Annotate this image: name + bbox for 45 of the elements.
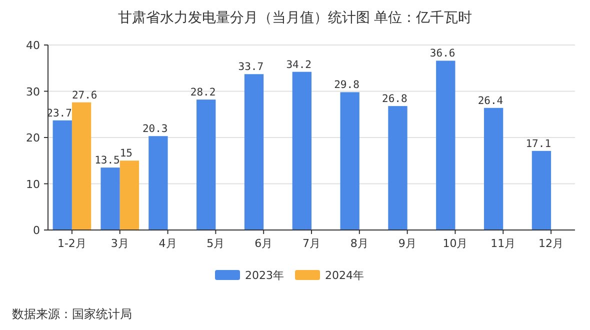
x-tick-label: 9月 bbox=[398, 237, 416, 250]
bar bbox=[436, 60, 456, 230]
bar bbox=[340, 92, 360, 230]
x-tick-label: 6月 bbox=[254, 237, 273, 250]
bar bbox=[388, 106, 408, 230]
bar bbox=[196, 100, 216, 230]
data-label: 36.6 bbox=[430, 48, 456, 60]
y-tick-label: 30 bbox=[26, 85, 40, 98]
bar bbox=[484, 108, 504, 230]
x-tick-label: 7月 bbox=[302, 237, 320, 250]
y-tick-label: 10 bbox=[26, 178, 40, 191]
bar bbox=[52, 120, 72, 230]
source-note: 数据来源：国家统计局 bbox=[12, 307, 132, 321]
bar bbox=[532, 150, 552, 230]
x-tick-label: 3月 bbox=[110, 237, 129, 250]
x-tick-label: 1-2月 bbox=[57, 237, 86, 250]
data-label: 27.6 bbox=[72, 89, 98, 102]
legend-label: 2023年 bbox=[245, 269, 284, 282]
y-tick-label: 20 bbox=[26, 132, 40, 144]
data-label: 33.7 bbox=[238, 61, 264, 74]
bar bbox=[100, 168, 120, 230]
x-tick-label: 5月 bbox=[206, 237, 225, 250]
legend-label: 2024年 bbox=[325, 269, 364, 282]
x-tick-label: 8月 bbox=[350, 237, 368, 250]
data-label: 26.4 bbox=[478, 94, 504, 107]
y-tick-label: 0 bbox=[33, 224, 40, 237]
data-label: 29.8 bbox=[334, 79, 360, 92]
data-label: 26.8 bbox=[382, 93, 408, 106]
bar bbox=[244, 74, 264, 230]
bar bbox=[120, 160, 140, 230]
x-tick-label: 11月 bbox=[490, 237, 516, 250]
chart-title: 甘肃省水力发电量分月（当月值）统计图 单位：亿千瓦时 bbox=[118, 10, 472, 26]
bar bbox=[292, 72, 312, 230]
bar bbox=[148, 136, 168, 230]
y-tick-label: 40 bbox=[26, 39, 40, 52]
data-label: 20.3 bbox=[142, 123, 168, 136]
bar bbox=[72, 102, 92, 230]
data-label: 15 bbox=[120, 148, 133, 160]
data-label: 28.2 bbox=[190, 86, 216, 99]
x-tick-label: 10月 bbox=[442, 237, 468, 250]
x-tick-label: 4月 bbox=[158, 237, 177, 250]
x-tick-label: 12月 bbox=[538, 237, 564, 250]
data-label: 34.2 bbox=[286, 58, 312, 71]
data-label: 13.5 bbox=[94, 154, 120, 167]
data-label: 17.1 bbox=[526, 138, 552, 150]
